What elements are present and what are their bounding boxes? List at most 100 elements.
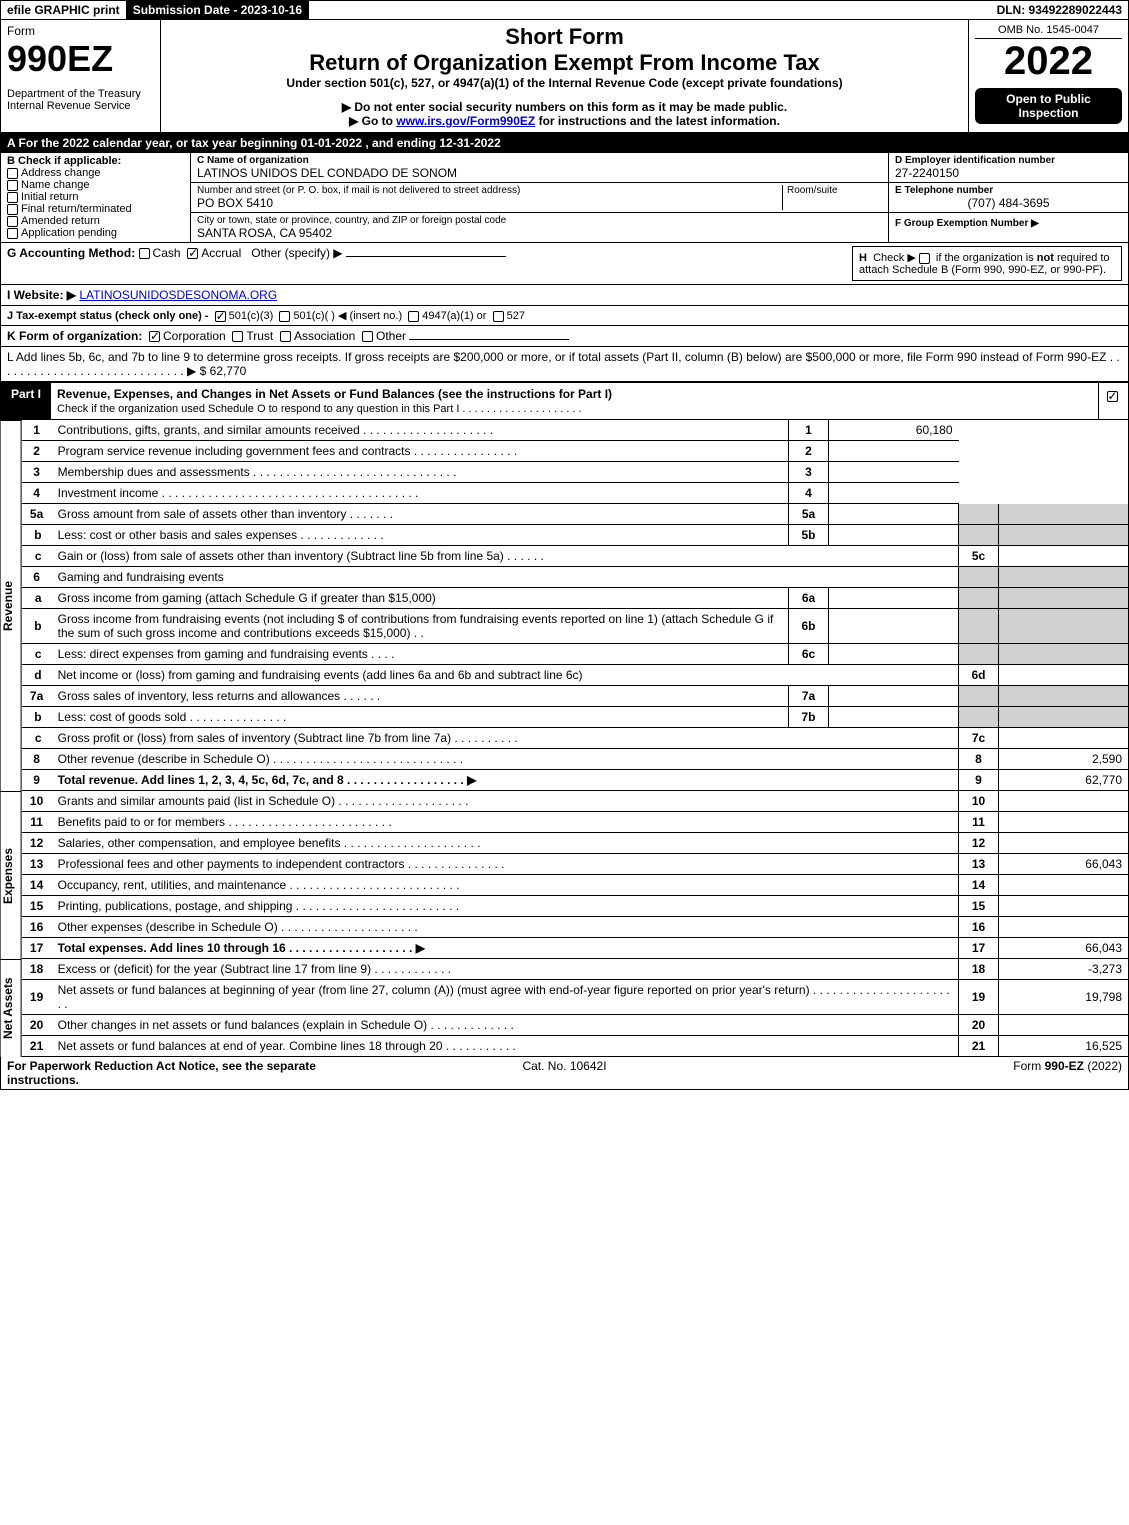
box-e: E Telephone number (707) 484-3695 [889,183,1128,213]
netassets-label: Net Assets [0,959,22,1057]
group-exempt-label: F Group Exemption Number ▶ [895,218,1039,229]
i-label: I Website: ▶ [7,288,76,302]
checkbox-icon[interactable] [7,180,18,191]
checkbox-icon[interactable] [187,248,198,259]
line-20: 20Other changes in net assets or fund ba… [22,1015,1129,1036]
line-j: J Tax-exempt status (check only one) - 5… [0,306,1129,326]
chk-pending: Application pending [7,227,184,239]
h-letter: H [859,252,867,264]
checkbox-icon[interactable] [7,168,18,179]
line-14: 14Occupancy, rent, utilities, and mainte… [22,875,1129,896]
line-a: A For the 2022 calendar year, or tax yea… [0,133,1129,153]
tax-year: 2022 [975,39,1122,84]
revenue-label: Revenue [0,420,22,791]
line-6b: bGross income from fundraising events (n… [22,609,1129,644]
phone-label: E Telephone number [895,185,1122,196]
part1-header: Part I Revenue, Expenses, and Changes in… [0,382,1129,420]
h-not: not [1037,252,1054,264]
part1-tag: Part I [1,383,51,419]
submission-date: Submission Date - 2023-10-16 [127,1,309,19]
ein-label: D Employer identification number [895,155,1122,166]
checkbox-icon[interactable] [408,311,419,322]
note-ssn: ▶ Do not enter social security numbers o… [167,100,962,114]
line-16: 16Other expenses (describe in Schedule O… [22,917,1129,938]
revenue-table: 1Contributions, gifts, grants, and simil… [22,420,1129,791]
line-11: 11Benefits paid to or for members . . . … [22,812,1129,833]
checkbox-icon[interactable] [1107,391,1118,402]
line-7a: 7aGross sales of inventory, less returns… [22,686,1129,707]
org-name: LATINOS UNIDOS DEL CONDADO DE SONOM [197,166,882,180]
top-bar: efile GRAPHIC print Submission Date - 20… [0,0,1129,20]
j-label: J Tax-exempt status (check only one) - [7,310,209,322]
box-h: H Check ▶ if the organization is not req… [852,246,1122,281]
dln-label: DLN: 93492289022443 [991,1,1128,19]
chk-final: Final return/terminated [7,203,184,215]
line-5a: 5aGross amount from sale of assets other… [22,504,1129,525]
line-15: 15Printing, publications, postage, and s… [22,896,1129,917]
phone: (707) 484-3695 [895,196,1122,210]
checkbox-icon[interactable] [139,248,150,259]
g-label: G Accounting Method: [7,246,135,260]
irs-link[interactable]: www.irs.gov/Form990EZ [396,114,535,128]
checkbox-icon[interactable] [7,216,18,227]
checkbox-icon[interactable] [919,253,930,264]
checkbox-icon[interactable] [280,331,291,342]
topbar-spacer [309,1,990,19]
line-5b: bLess: cost or other basis and sales exp… [22,525,1129,546]
box-d: D Employer identification number 27-2240… [889,153,1128,183]
open-inspection: Open to Public Inspection [975,88,1122,124]
header-right: OMB No. 1545-0047 2022 Open to Public In… [968,20,1128,132]
checkbox-icon[interactable] [215,311,226,322]
line-i: I Website: ▶ LATINOSUNIDOSDESONOMA.ORG [0,285,1129,306]
line-6: 6Gaming and fundraising events [22,567,1129,588]
expenses-section: Expenses 10Grants and similar amounts pa… [0,791,1129,959]
header-center: Short Form Return of Organization Exempt… [161,20,968,132]
line-7c: cGross profit or (loss) from sales of in… [22,728,1129,749]
line-9: 9Total revenue. Add lines 1, 2, 3, 4, 5c… [22,770,1129,791]
part1-checkbox [1098,383,1128,419]
footer-left: For Paperwork Reduction Act Notice, see … [7,1059,379,1087]
line-6c: cLess: direct expenses from gaming and f… [22,644,1129,665]
efile-label: efile GRAPHIC print [1,1,127,19]
line-13: 13Professional fees and other payments t… [22,854,1129,875]
line-6d: dNet income or (loss) from gaming and fu… [22,665,1129,686]
checkbox-icon[interactable] [7,192,18,203]
city-row: City or town, state or province, country… [191,213,888,242]
line-2: 2Program service revenue including gover… [22,441,1129,462]
chk-address: Address change [7,167,184,179]
line-8: 8Other revenue (describe in Schedule O) … [22,749,1129,770]
chk-amended: Amended return [7,215,184,227]
line-l: L Add lines 5b, 6c, and 7b to line 9 to … [0,347,1129,382]
form-number: 990EZ [7,38,154,80]
checkbox-icon[interactable] [493,311,504,322]
department: Department of the Treasury [7,88,154,100]
line-6a: aGross income from gaming (attach Schedu… [22,588,1129,609]
line-k: K Form of organization: Corporation Trus… [0,326,1129,347]
line-10: 10Grants and similar amounts paid (list … [22,791,1129,812]
line-18: 18Excess or (deficit) for the year (Subt… [22,959,1129,980]
part1-checkline: Check if the organization used Schedule … [57,403,582,415]
line-1: 1Contributions, gifts, grants, and simil… [22,420,1129,441]
line-5c: cGain or (loss) from sale of assets othe… [22,546,1129,567]
checkbox-icon[interactable] [362,331,373,342]
part1-title: Revenue, Expenses, and Changes in Net As… [51,383,1098,419]
ein: 27-2240150 [895,166,1122,180]
line-12: 12Salaries, other compensation, and empl… [22,833,1129,854]
box-b: B Check if applicable: Address change Na… [1,153,191,242]
street-row: Number and street (or P. O. box, if mail… [191,183,888,213]
checkbox-icon[interactable] [279,311,290,322]
org-name-label: C Name of organization [197,155,882,166]
line-4: 4Investment income . . . . . . . . . . .… [22,483,1129,504]
chk-name: Name change [7,179,184,191]
box-b-title: B Check if applicable: [7,155,184,167]
subtitle: Under section 501(c), 527, or 4947(a)(1)… [167,76,962,90]
checkbox-icon[interactable] [149,331,160,342]
footer-right: Form 990-EZ (2022) [750,1059,1122,1087]
checkbox-icon[interactable] [7,228,18,239]
checkbox-icon[interactable] [7,204,18,215]
h-text1: Check ▶ [873,252,916,264]
checkbox-icon[interactable] [232,331,243,342]
website-link[interactable]: LATINOSUNIDOSDESONOMA.ORG [79,288,277,302]
revenue-section: Revenue 1Contributions, gifts, grants, a… [0,420,1129,791]
h-text2: if the organization is [936,252,1037,264]
